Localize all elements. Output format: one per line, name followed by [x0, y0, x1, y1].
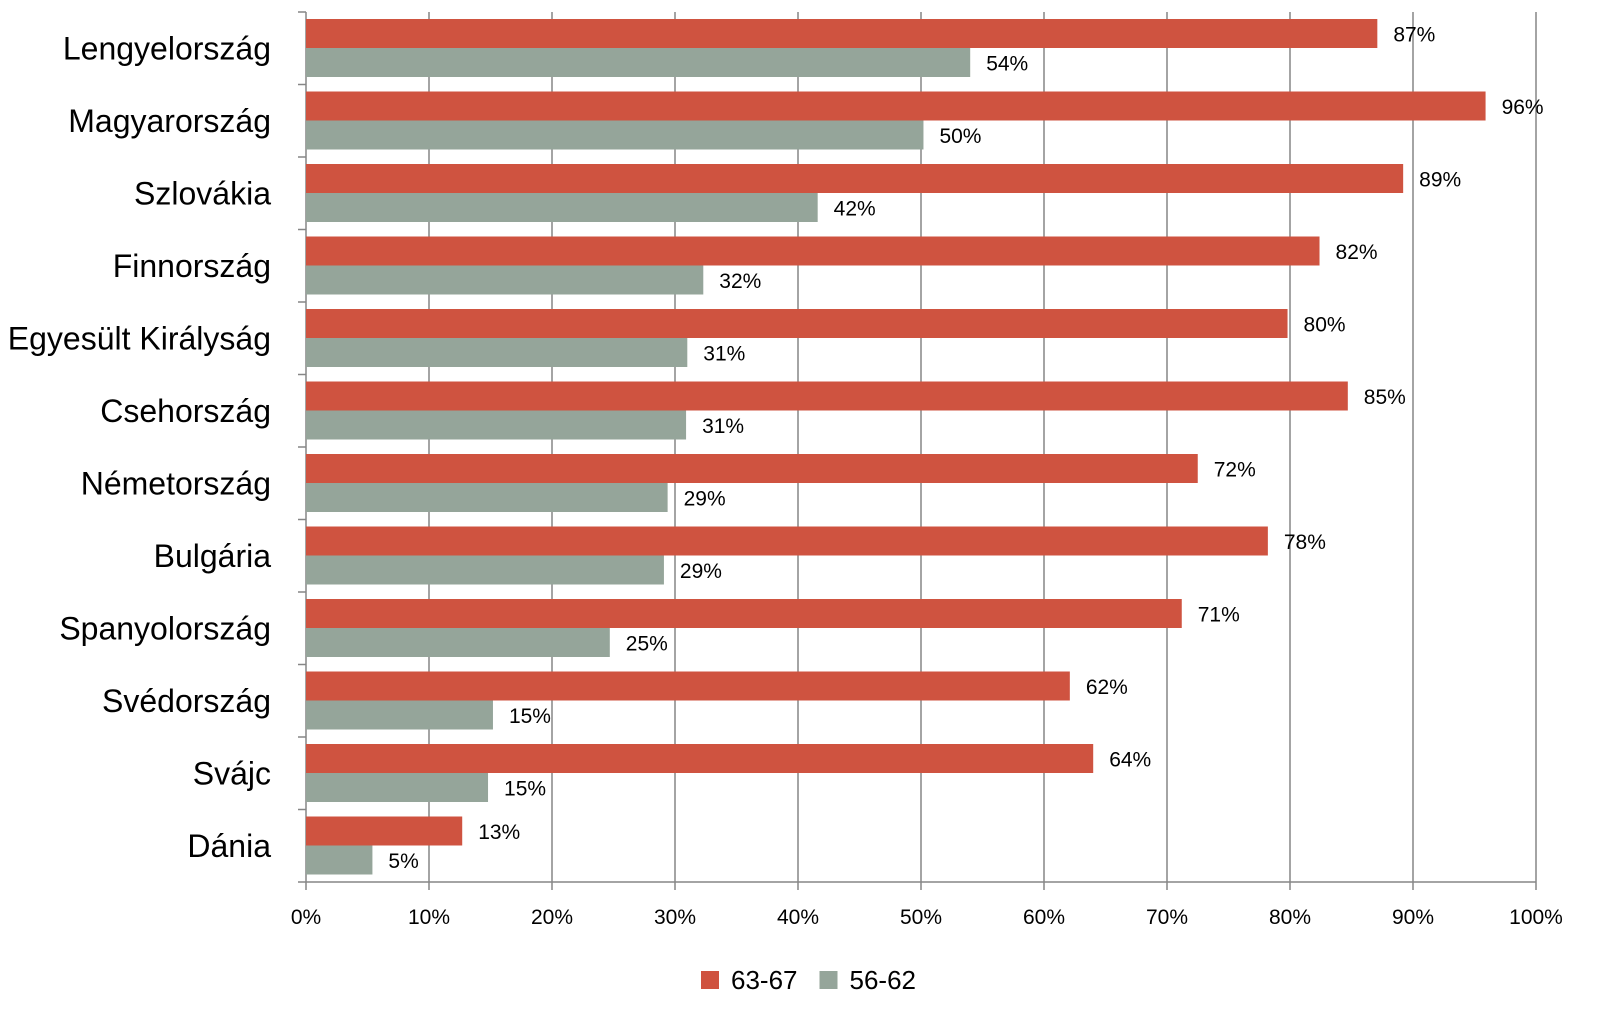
bar-56-62	[306, 628, 610, 657]
legend-swatch	[819, 971, 838, 989]
data-label: 29%	[684, 488, 726, 511]
x-tick-label: 10%	[408, 906, 450, 929]
data-label: 72%	[1214, 459, 1256, 482]
data-label: 54%	[986, 53, 1028, 76]
bar-56-62	[306, 410, 687, 440]
x-tick-label: 60%	[1023, 906, 1065, 929]
legend: 63-67 56-62	[701, 965, 916, 995]
bar-56-62	[306, 555, 664, 585]
data-label: 64%	[1109, 749, 1151, 772]
data-label: 31%	[703, 343, 745, 366]
legend-label: 63-67	[731, 965, 798, 995]
bar-63-67	[306, 381, 1348, 411]
category-labels: Lengyelország Magyarország Szlovákia Finnor…	[8, 30, 271, 864]
data-label: 32%	[719, 270, 761, 293]
x-tick-label: 80%	[1269, 906, 1311, 929]
bar-63-67	[306, 236, 1320, 266]
bar-63-67	[306, 816, 463, 846]
category-label: Svájc	[193, 755, 271, 791]
bar-63-67	[306, 164, 1404, 193]
x-tick-labels: 0% 10% 20% 30% 40% 50% 60% 70% 80% 90% 100%	[291, 906, 1563, 929]
bar-56-62	[306, 483, 668, 512]
data-label: 50%	[939, 125, 981, 148]
data-label: 5%	[388, 850, 418, 873]
bar-56-62	[306, 845, 373, 875]
legend-label: 56-62	[850, 965, 917, 995]
x-tick-label: 90%	[1392, 906, 1434, 929]
bar-63-67	[306, 91, 1486, 121]
data-label: 15%	[509, 705, 551, 728]
data-label: 89%	[1419, 169, 1461, 192]
bar-63-67	[306, 599, 1182, 628]
bar-56-62	[306, 338, 688, 367]
bar-56-62	[306, 700, 493, 730]
x-tick-label: 40%	[777, 906, 819, 929]
category-label: Finnország	[113, 248, 271, 284]
category-label: Németország	[81, 465, 271, 501]
category-label: Bulgária	[154, 538, 272, 574]
category-label: Magyarország	[68, 103, 271, 139]
data-label: 62%	[1086, 676, 1128, 699]
legend-swatch	[701, 971, 719, 989]
axes	[298, 11, 1537, 890]
data-labels: 87% 54% 96% 50% 89% 42% 82% 32% 80% 31% 85% 31% 72% 2…	[388, 24, 1543, 874]
category-label: Dánia	[187, 828, 271, 864]
gridlines	[428, 12, 1537, 882]
data-label: 80%	[1304, 314, 1346, 337]
category-label: Svédország	[102, 683, 271, 719]
data-label: 25%	[626, 633, 668, 656]
bar-63-67	[306, 309, 1288, 338]
data-label: 82%	[1336, 241, 1378, 264]
category-label: Szlovákia	[134, 175, 271, 211]
bar-63-67	[306, 671, 1070, 701]
data-label: 87%	[1393, 24, 1435, 47]
bar-56-62	[306, 193, 818, 222]
category-label: Lengyelország	[63, 30, 271, 66]
data-label: 31%	[702, 415, 744, 438]
bar-63-67	[306, 744, 1094, 773]
x-tick-label: 20%	[531, 906, 573, 929]
x-tick-label: 50%	[900, 906, 942, 929]
bar-56-62	[306, 120, 924, 150]
category-label: Egyesült Királyság	[8, 320, 271, 356]
data-label: 42%	[834, 198, 876, 221]
x-tick-label: 0%	[291, 906, 321, 929]
data-label: 15%	[504, 778, 546, 801]
legend-item: 56-62	[819, 965, 917, 995]
bar-56-62	[306, 48, 971, 77]
bars	[306, 19, 1486, 875]
data-label: 85%	[1364, 386, 1406, 409]
x-tick-label: 30%	[654, 906, 696, 929]
bar-63-67	[306, 19, 1378, 48]
data-label: 78%	[1284, 531, 1326, 554]
category-label: Spanyolország	[59, 610, 271, 646]
category-label: Csehország	[100, 393, 271, 429]
bar-56-62	[306, 773, 489, 802]
bar-56-62	[306, 265, 704, 295]
data-label: 13%	[478, 821, 520, 844]
x-tick-label: 100%	[1509, 906, 1563, 929]
data-label: 71%	[1198, 604, 1240, 627]
bar-63-67	[306, 454, 1198, 483]
bar-63-67	[306, 526, 1268, 556]
data-label: 29%	[680, 560, 722, 583]
x-tick-label: 70%	[1146, 906, 1188, 929]
data-label: 96%	[1502, 96, 1544, 119]
legend-item: 63-67	[701, 965, 798, 995]
